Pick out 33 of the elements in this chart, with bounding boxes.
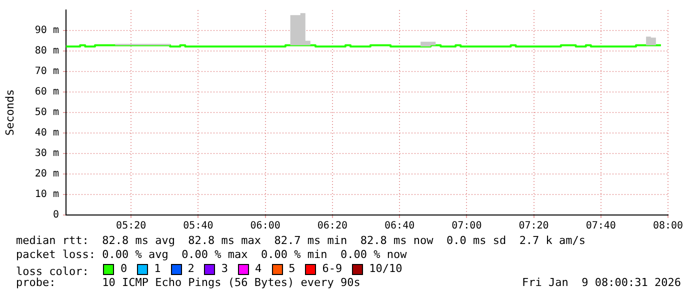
y-tick-label: 20 m	[34, 168, 59, 180]
y-tick-label: 0	[52, 210, 59, 221]
legend-label: 2	[188, 262, 194, 276]
legend-label: 3	[221, 262, 228, 276]
legend-title: loss color:	[16, 264, 90, 278]
legend-label: 6-9	[322, 262, 342, 276]
legend-label: 1	[154, 262, 161, 276]
legend-label: 10/10	[369, 262, 402, 276]
x-tick-label: 07:00	[452, 220, 482, 232]
text: Fri Jan 9 08:00:31 2026	[522, 276, 681, 290]
x-tick-label: 08:00	[652, 220, 684, 232]
text: packet loss: 0.00 % avg 0.00 % max 0.00 % min 0.00 % now	[16, 248, 407, 262]
text: median rtt: 82.8 ms avg 82.8 ms max 82.7 ms min 82.8 ms now 0.0 ms sd 2.7 k am/s	[16, 234, 586, 248]
x-tick-label: 07:20	[518, 220, 549, 232]
x-tick-label: 06:00	[250, 220, 280, 232]
legend-label: 5	[288, 262, 296, 276]
y-axis-title: Seconds	[3, 89, 16, 136]
y-tick-label: 40 m	[34, 128, 59, 139]
y-tick-label: 50 m	[34, 107, 59, 118]
y-tick-label: 90 m	[34, 25, 59, 36]
y-tick-label: 60 m	[34, 86, 59, 98]
legend-label: 0	[120, 262, 128, 276]
legend-label: 4	[254, 262, 262, 276]
x-tick-label: 05:40	[183, 220, 214, 232]
y-tick-label: 80 m	[34, 46, 59, 57]
y-tick-label: 30 m	[34, 148, 59, 160]
y-tick-label: 10 m	[34, 189, 59, 200]
x-tick-label: 07:40	[586, 220, 616, 232]
x-tick-label: 05:20	[116, 220, 146, 232]
text: probe: 10 ICMP Echo Pings (56 Bytes) every 90s	[16, 276, 360, 290]
y-tick-label: 70 m	[34, 66, 59, 78]
x-tick-label: 06:40	[384, 220, 415, 232]
x-tick-label: 06:20	[317, 220, 348, 232]
